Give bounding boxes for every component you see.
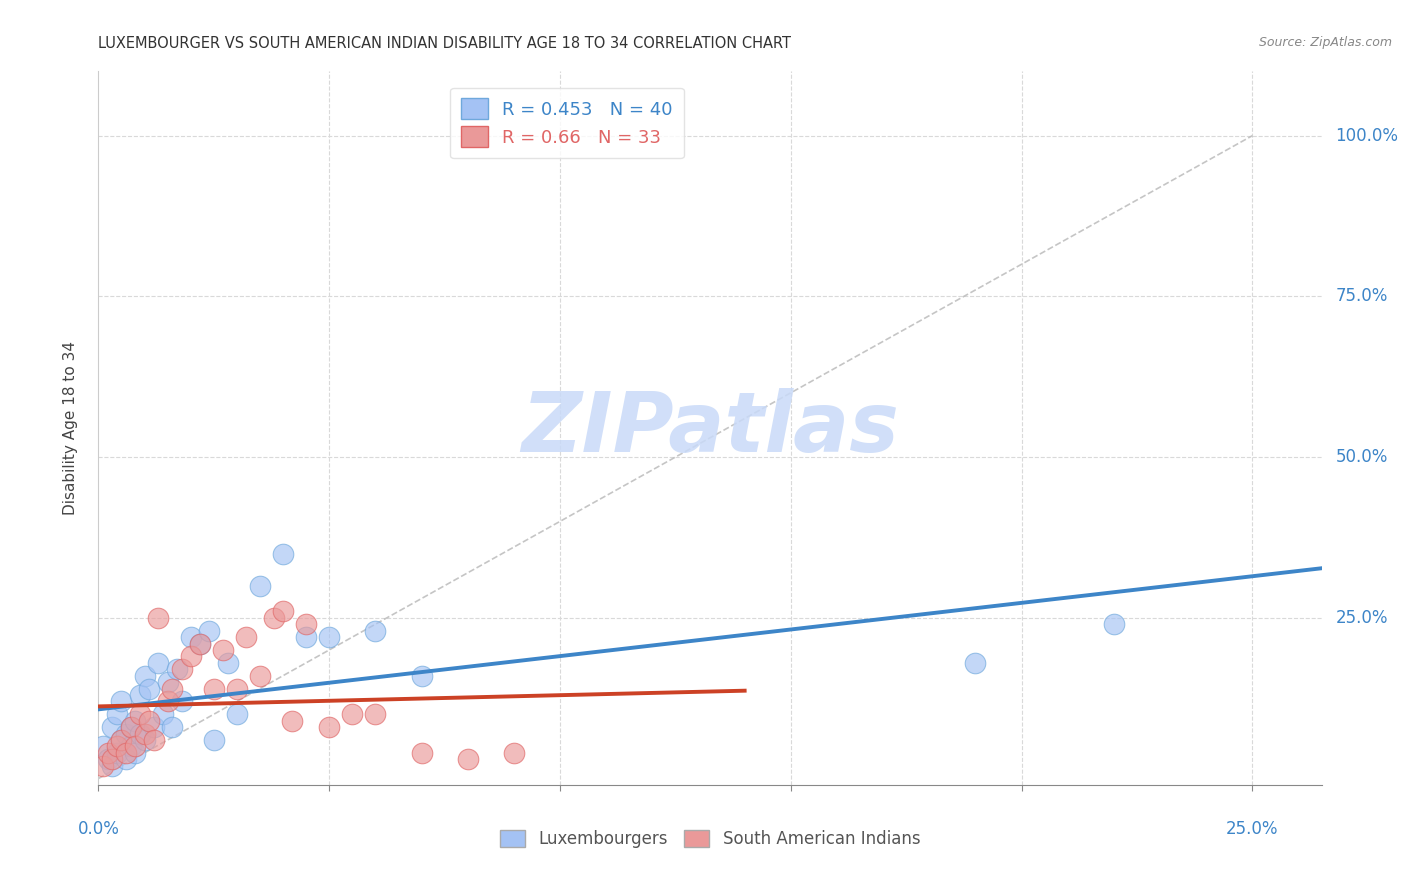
- Point: [364, 707, 387, 722]
- Point: [411, 668, 433, 682]
- Point: [110, 733, 132, 747]
- Point: [225, 707, 247, 722]
- Point: [162, 681, 184, 696]
- Legend: Luxembourgers, South American Indians: Luxembourgers, South American Indians: [494, 823, 927, 855]
- Text: 100.0%: 100.0%: [1336, 127, 1399, 145]
- Point: [295, 617, 318, 632]
- Point: [295, 630, 318, 644]
- Point: [129, 707, 152, 722]
- Point: [249, 579, 271, 593]
- Point: [281, 714, 304, 728]
- Point: [235, 630, 257, 644]
- Point: [134, 726, 156, 740]
- Point: [91, 758, 114, 772]
- Point: [120, 720, 142, 734]
- Text: LUXEMBOURGER VS SOUTH AMERICAN INDIAN DISABILITY AGE 18 TO 34 CORRELATION CHART: LUXEMBOURGER VS SOUTH AMERICAN INDIAN DI…: [98, 36, 792, 51]
- Point: [152, 707, 174, 722]
- Point: [105, 746, 128, 760]
- Point: [120, 720, 142, 734]
- Text: Source: ZipAtlas.com: Source: ZipAtlas.com: [1258, 36, 1392, 49]
- Point: [318, 630, 340, 644]
- Point: [101, 752, 124, 766]
- Point: [134, 733, 156, 747]
- Point: [129, 726, 152, 740]
- Point: [91, 739, 114, 754]
- Point: [271, 604, 294, 618]
- Point: [263, 611, 285, 625]
- Point: [180, 630, 202, 644]
- Point: [170, 694, 193, 708]
- Point: [142, 733, 165, 747]
- Point: [148, 611, 170, 625]
- Point: [101, 720, 124, 734]
- Point: [134, 668, 156, 682]
- Point: [202, 681, 225, 696]
- Text: 25.0%: 25.0%: [1336, 609, 1388, 627]
- Point: [364, 624, 387, 638]
- Point: [138, 714, 160, 728]
- Text: 50.0%: 50.0%: [1336, 448, 1388, 467]
- Point: [212, 643, 235, 657]
- Point: [198, 624, 221, 638]
- Text: 25.0%: 25.0%: [1226, 821, 1278, 838]
- Point: [166, 662, 188, 676]
- Text: ZIPatlas: ZIPatlas: [522, 388, 898, 468]
- Point: [217, 656, 239, 670]
- Point: [110, 733, 132, 747]
- Point: [965, 656, 987, 670]
- Point: [110, 694, 132, 708]
- Point: [180, 649, 202, 664]
- Point: [188, 636, 211, 650]
- Text: 0.0%: 0.0%: [77, 821, 120, 838]
- Point: [156, 694, 179, 708]
- Point: [156, 675, 179, 690]
- Point: [342, 707, 364, 722]
- Point: [124, 714, 146, 728]
- Point: [124, 746, 146, 760]
- Point: [120, 739, 142, 754]
- Point: [457, 752, 479, 766]
- Point: [115, 752, 138, 766]
- Point: [162, 720, 184, 734]
- Point: [249, 668, 271, 682]
- Point: [115, 746, 138, 760]
- Point: [105, 739, 128, 754]
- Point: [502, 746, 524, 760]
- Point: [97, 746, 120, 760]
- Point: [318, 720, 340, 734]
- Point: [1102, 617, 1125, 632]
- Point: [97, 752, 120, 766]
- Point: [124, 739, 146, 754]
- Point: [105, 707, 128, 722]
- Point: [115, 726, 138, 740]
- Point: [138, 681, 160, 696]
- Point: [142, 720, 165, 734]
- Text: 75.0%: 75.0%: [1336, 287, 1388, 305]
- Point: [202, 733, 225, 747]
- Point: [271, 547, 294, 561]
- Point: [129, 688, 152, 702]
- Point: [148, 656, 170, 670]
- Y-axis label: Disability Age 18 to 34: Disability Age 18 to 34: [63, 341, 77, 516]
- Point: [411, 746, 433, 760]
- Point: [101, 758, 124, 772]
- Point: [170, 662, 193, 676]
- Point: [225, 681, 247, 696]
- Point: [188, 636, 211, 650]
